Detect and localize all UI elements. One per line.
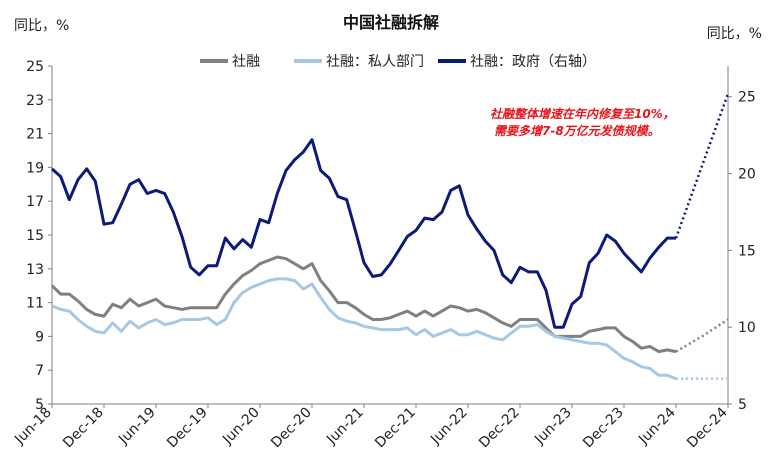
- left-tick-label: 13: [26, 262, 44, 278]
- series-lines: [50, 93, 730, 381]
- x-tick-label: Dec-23: [580, 405, 627, 452]
- x-tick-label: Dec-19: [164, 405, 211, 452]
- left-tick-label: 7: [35, 363, 44, 379]
- left-tick-label: 9: [35, 329, 44, 345]
- x-tick-label: Jun-20: [219, 405, 263, 449]
- right-tick-label: 10: [738, 320, 756, 336]
- left-tick-label: 21: [26, 127, 44, 143]
- series-line-private: [51, 277, 677, 381]
- series-line-total: [50, 255, 677, 354]
- x-tick-label: Dec-22: [476, 405, 523, 452]
- left-tick-label: 25: [26, 59, 44, 75]
- legend: 社融 社融：私人部门 社融：政府（右轴）: [200, 54, 596, 70]
- x-tick-label: Dec-24: [684, 404, 731, 451]
- right-tick-label: 20: [738, 167, 756, 183]
- x-tick-label: Dec-21: [372, 405, 419, 452]
- x-tick-label: Jun-21: [323, 405, 367, 449]
- right-tick-label: 5: [738, 397, 747, 413]
- legend-label-total: 社融: [232, 54, 260, 70]
- legend-label-government: 社融：政府（右轴）: [470, 54, 596, 70]
- annotation-line-2: 需要多增7-8万亿元发债规模。: [494, 124, 660, 138]
- left-tick-label: 15: [26, 228, 44, 244]
- series-forecast-total: [675, 318, 729, 353]
- legend-label-private: 社融：私人部门: [326, 54, 424, 70]
- series-forecast-government: [674, 93, 730, 239]
- right-tick-label: 15: [738, 243, 756, 259]
- x-tick-label: Jun-24: [635, 404, 679, 448]
- annotation: 社融整体增速在年内修复至10%， 需要多增7-8万亿元发债规模。: [490, 107, 675, 138]
- x-tick-label: Dec-20: [268, 405, 315, 452]
- right-tick-label: 25: [738, 90, 756, 106]
- x-tick-label: Jun-22: [427, 405, 471, 449]
- series-line-government: [51, 138, 676, 329]
- left-tick-label: 5: [35, 397, 44, 413]
- right-axis-unit: 同比，%: [707, 26, 762, 42]
- left-tick-label: 23: [26, 93, 44, 109]
- left-tick-label: 17: [26, 194, 44, 210]
- chart-title: 中国社融拆解: [343, 13, 439, 32]
- x-tick-label: Jun-19: [115, 405, 159, 449]
- left-tick-label: 19: [26, 160, 44, 176]
- left-axis-unit: 同比，%: [14, 18, 69, 34]
- left-tick-label: 11: [26, 296, 44, 312]
- x-tick-label: Jun-23: [531, 405, 575, 449]
- x-tick-label: Dec-18: [60, 405, 107, 452]
- x-tick-label: Jun-18: [11, 405, 55, 449]
- annotation-line-1: 社融整体增速在年内修复至10%，: [490, 107, 675, 121]
